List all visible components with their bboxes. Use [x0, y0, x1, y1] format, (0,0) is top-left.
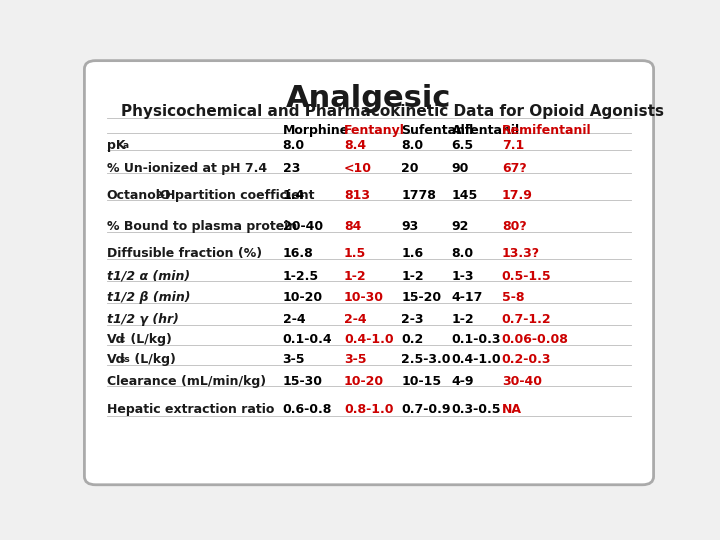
Text: Sufentanil: Sufentanil	[401, 124, 474, 137]
Text: 3-5: 3-5	[344, 353, 366, 366]
Text: 2-4: 2-4	[282, 313, 305, 326]
Text: 4-17: 4-17	[451, 292, 483, 305]
Text: 0.06-0.08: 0.06-0.08	[502, 333, 569, 346]
Text: 0.6-0.8: 0.6-0.8	[282, 403, 332, 416]
Text: 145: 145	[451, 188, 478, 202]
Text: 1-2: 1-2	[344, 270, 366, 283]
Text: Diffusible fraction (%): Diffusible fraction (%)	[107, 247, 262, 260]
Text: 0.4-1.0: 0.4-1.0	[451, 353, 501, 366]
Text: t1/2 γ (hr): t1/2 γ (hr)	[107, 313, 179, 326]
FancyBboxPatch shape	[84, 60, 654, 485]
Text: 0.3-0.5: 0.3-0.5	[451, 403, 501, 416]
Text: 20-40: 20-40	[282, 220, 323, 233]
Text: 10-20: 10-20	[282, 292, 323, 305]
Text: 67?: 67?	[502, 161, 526, 174]
Text: 2-4: 2-4	[344, 313, 366, 326]
Text: pK: pK	[107, 139, 125, 152]
Text: 0.7-0.9: 0.7-0.9	[401, 403, 451, 416]
Text: 1.6: 1.6	[401, 247, 423, 260]
Text: 0.7-1.2: 0.7-1.2	[502, 313, 552, 326]
Text: Remifentanil: Remifentanil	[502, 124, 591, 137]
Text: 84: 84	[344, 220, 361, 233]
Text: (L/kg): (L/kg)	[130, 353, 176, 366]
Text: 0.4-1.0: 0.4-1.0	[344, 333, 394, 346]
Text: 7.1: 7.1	[502, 139, 524, 152]
Text: 1-2: 1-2	[451, 313, 474, 326]
Text: Clearance (mL/min/kg): Clearance (mL/min/kg)	[107, 375, 266, 388]
Text: 10-20: 10-20	[344, 375, 384, 388]
Text: 1-3: 1-3	[451, 270, 474, 283]
Text: 23: 23	[282, 161, 300, 174]
Text: 1.5: 1.5	[344, 247, 366, 260]
Text: 15-20: 15-20	[401, 292, 441, 305]
Text: 2: 2	[156, 191, 161, 200]
Text: Physicochemical and Pharmacokinetic Data for Opioid Agonists: Physicochemical and Pharmacokinetic Data…	[121, 104, 664, 119]
Text: Vd: Vd	[107, 353, 125, 366]
Text: 17.9: 17.9	[502, 188, 533, 202]
Text: 2.5-3.0: 2.5-3.0	[401, 353, 451, 366]
Text: 813: 813	[344, 188, 370, 202]
Text: 5-8: 5-8	[502, 292, 524, 305]
Text: 90: 90	[451, 161, 469, 174]
Text: 1.4: 1.4	[282, 188, 305, 202]
Text: 0.1-0.4: 0.1-0.4	[282, 333, 332, 346]
Text: 6.5: 6.5	[451, 139, 474, 152]
Text: Morphine: Morphine	[282, 124, 348, 137]
Text: Alfentanil: Alfentanil	[451, 124, 520, 137]
Text: 1-2.5: 1-2.5	[282, 270, 319, 283]
Text: <10: <10	[344, 161, 372, 174]
Text: 0.2: 0.2	[401, 333, 423, 346]
Text: % Un-ionized at pH 7.4: % Un-ionized at pH 7.4	[107, 161, 267, 174]
Text: a: a	[122, 141, 128, 150]
Text: 1778: 1778	[401, 188, 436, 202]
Text: 0.2-0.3: 0.2-0.3	[502, 353, 552, 366]
Text: 0.5-1.5: 0.5-1.5	[502, 270, 552, 283]
Text: 1-2: 1-2	[401, 270, 424, 283]
Text: 8.0: 8.0	[451, 247, 474, 260]
Text: 10-15: 10-15	[401, 375, 441, 388]
Text: Fentanyl: Fentanyl	[344, 124, 405, 137]
Text: 3-5: 3-5	[282, 353, 305, 366]
Text: 15-30: 15-30	[282, 375, 323, 388]
Text: NA: NA	[502, 403, 522, 416]
Text: Octanol-H: Octanol-H	[107, 188, 176, 202]
Text: 4-9: 4-9	[451, 375, 474, 388]
Text: 30-40: 30-40	[502, 375, 542, 388]
Text: 92: 92	[451, 220, 469, 233]
Text: Analgesic: Analgesic	[287, 84, 451, 112]
Text: 13.3?: 13.3?	[502, 247, 540, 260]
Text: 8.0: 8.0	[401, 139, 423, 152]
Text: 8.4: 8.4	[344, 139, 366, 152]
Text: 16.8: 16.8	[282, 247, 313, 260]
Text: ss: ss	[120, 355, 130, 364]
Text: 20: 20	[401, 161, 419, 174]
Text: (L/kg): (L/kg)	[126, 333, 171, 346]
Text: 8.0: 8.0	[282, 139, 305, 152]
Text: c: c	[120, 335, 125, 344]
Text: 2-3: 2-3	[401, 313, 424, 326]
Text: 0.1-0.3: 0.1-0.3	[451, 333, 501, 346]
Text: 80?: 80?	[502, 220, 526, 233]
Text: Hepatic extraction ratio: Hepatic extraction ratio	[107, 403, 274, 416]
Text: Vd: Vd	[107, 333, 125, 346]
Text: 93: 93	[401, 220, 418, 233]
Text: 0.8-1.0: 0.8-1.0	[344, 403, 393, 416]
Text: t1/2 β (min): t1/2 β (min)	[107, 292, 190, 305]
Text: % Bound to plasma protein: % Bound to plasma protein	[107, 220, 297, 233]
Text: t1/2 α (min): t1/2 α (min)	[107, 270, 190, 283]
Text: 10-30: 10-30	[344, 292, 384, 305]
Text: O partition coefficient: O partition coefficient	[161, 188, 315, 202]
